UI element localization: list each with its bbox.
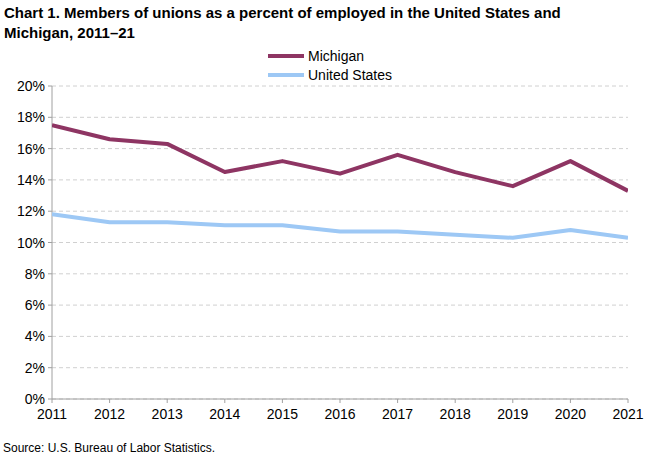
x-tick-label: 2019: [497, 406, 528, 422]
grid-line: [52, 242, 628, 243]
x-tick: [512, 399, 513, 403]
y-tick-label: 4%: [25, 328, 45, 344]
y-tick: [48, 273, 52, 274]
x-tick: [628, 399, 629, 403]
x-tick-label: 2018: [440, 406, 471, 422]
grid-line: [52, 305, 628, 306]
x-tick: [282, 399, 283, 403]
x-tick-label: 2015: [267, 406, 298, 422]
x-tick-label: 2012: [94, 406, 125, 422]
plot-area: [52, 125, 628, 238]
y-tick: [48, 211, 52, 212]
grid-line: [52, 273, 628, 274]
x-tick-label: 2020: [555, 406, 586, 422]
x-tick-label: 2016: [324, 406, 355, 422]
y-tick: [48, 148, 52, 149]
legend-label: United States: [308, 67, 392, 83]
grid-line: [52, 367, 628, 368]
x-tick: [167, 399, 168, 403]
x-tick: [340, 399, 341, 403]
legend-label: Michigan: [308, 48, 364, 64]
y-tick-label: 20%: [17, 78, 45, 94]
x-tick: [224, 399, 225, 403]
y-tick-label: 12%: [17, 203, 45, 219]
y-tick-label: 14%: [17, 172, 45, 188]
title-line: Chart 1. Members of unions as a percent …: [4, 4, 561, 21]
grid-line: [52, 148, 628, 149]
y-tick: [48, 305, 52, 306]
series-line: [52, 214, 628, 237]
y-tick: [48, 117, 52, 118]
grid-line: [52, 211, 628, 212]
y-tick: [48, 367, 52, 368]
x-tick: [455, 399, 456, 403]
y-tick: [48, 399, 52, 400]
grid-line: [52, 117, 628, 118]
series-line: [52, 125, 628, 191]
x-tick: [397, 399, 398, 403]
chart: Chart 1. Members of unions as a percent …: [0, 0, 660, 461]
y-tick: [48, 336, 52, 337]
x-tick: [109, 399, 110, 403]
y-tick: [48, 86, 52, 87]
grid-line: [52, 86, 628, 87]
title-line: Michigan, 2011–21: [4, 24, 135, 41]
legend-swatch: [268, 54, 304, 58]
y-tick: [48, 242, 52, 243]
grid-line: [52, 179, 628, 180]
grid-line: [52, 336, 628, 337]
x-tick-label: 2013: [152, 406, 183, 422]
legend-swatch: [268, 73, 304, 77]
y-tick-label: 6%: [25, 297, 45, 313]
y-axis: [52, 86, 53, 399]
y-tick-label: 16%: [17, 141, 45, 157]
x-tick-label: 2014: [209, 406, 240, 422]
y-tick-label: 2%: [25, 360, 45, 376]
y-tick-label: 8%: [25, 266, 45, 282]
x-tick-label: 2021: [612, 406, 643, 422]
x-tick-label: 2017: [382, 406, 413, 422]
x-tick-label: 2011: [37, 406, 67, 422]
y-tick-label: 10%: [17, 235, 45, 251]
title: Chart 1. Members of unions as a percent …: [4, 4, 561, 41]
x-tick: [52, 399, 53, 403]
x-tick: [570, 399, 571, 403]
y-tick-label: 0%: [25, 391, 45, 407]
y-tick: [48, 179, 52, 180]
source: Source: U.S. Bureau of Labor Statistics.: [3, 441, 215, 455]
y-tick-label: 18%: [17, 109, 45, 125]
